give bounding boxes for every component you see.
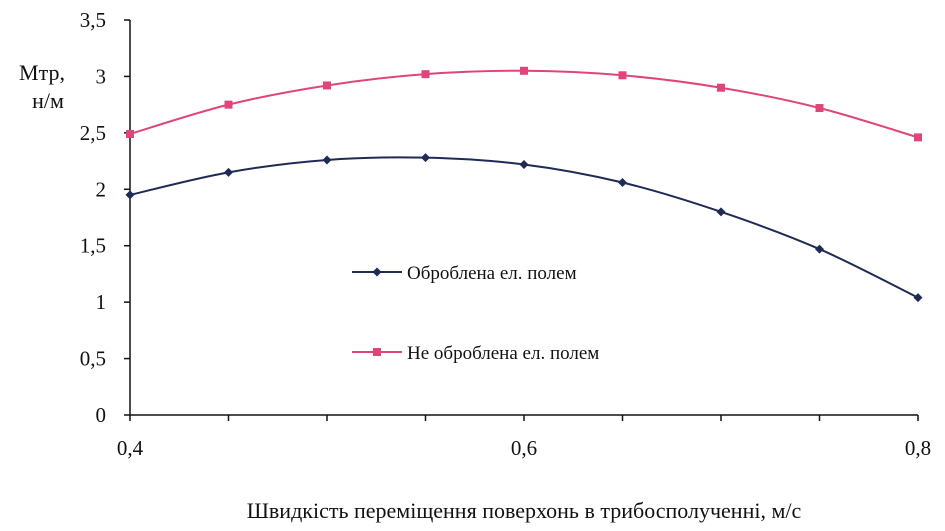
data-point: [717, 83, 725, 92]
series-line: [129, 156, 919, 299]
legend-item-2: Не оброблена ел. полем: [352, 343, 599, 364]
y-axis-label-line1: Мтр,: [19, 60, 65, 85]
y-tick-label: 3,5: [80, 8, 106, 32]
y-tick-label: 0,5: [80, 347, 106, 371]
data-point: [322, 155, 332, 165]
y-tick-label: 0: [96, 403, 107, 427]
series-1: [125, 153, 923, 303]
data-point: [914, 133, 922, 142]
y-tick-label: 2: [96, 177, 107, 201]
legend-marker: [373, 348, 381, 356]
tick-labels: 0 0,5 1 1,5 2 2,5 3 3,5 0,4 0,6 0,8: [80, 8, 931, 460]
axes: [124, 19, 919, 421]
series-line: [129, 69, 919, 139]
data-point: [913, 293, 923, 303]
data-point: [126, 129, 134, 138]
data-point: [224, 167, 233, 177]
y-tick-label: 1,5: [80, 234, 106, 258]
legend-marker: [372, 267, 382, 277]
data-point: [519, 159, 529, 169]
data-point: [421, 70, 430, 79]
legend-label: Оброблена ел. полем: [407, 263, 577, 284]
x-tick-label: 0,4: [117, 436, 144, 460]
data-point: [618, 178, 627, 188]
x-axis-label: Швидкість переміщення поверхонь в трибос…: [247, 498, 802, 523]
y-axis-label-line2: н/м: [32, 88, 64, 113]
data-point: [716, 207, 726, 217]
data-point: [125, 190, 135, 200]
legend-label: Не оброблена ел. полем: [407, 343, 599, 364]
y-tick-label: 1: [96, 290, 107, 314]
legend: Оброблена ел. полем Не оброблена ел. поле…: [352, 263, 599, 364]
x-tick-label: 0,6: [511, 436, 537, 460]
x-tick-label: 0,8: [905, 436, 931, 460]
y-tick-label: 2,5: [80, 121, 106, 145]
data-point: [421, 153, 430, 163]
series-group: [125, 66, 923, 303]
data-point: [618, 71, 627, 80]
data-point: [224, 100, 233, 109]
y-tick-label: 3: [96, 64, 107, 88]
data-point: [520, 66, 528, 75]
data-point: [323, 81, 331, 90]
series-2: [126, 66, 922, 142]
legend-item-1: Оброблена ел. полем: [352, 263, 577, 284]
data-point: [815, 104, 824, 113]
data-point: [815, 244, 824, 254]
